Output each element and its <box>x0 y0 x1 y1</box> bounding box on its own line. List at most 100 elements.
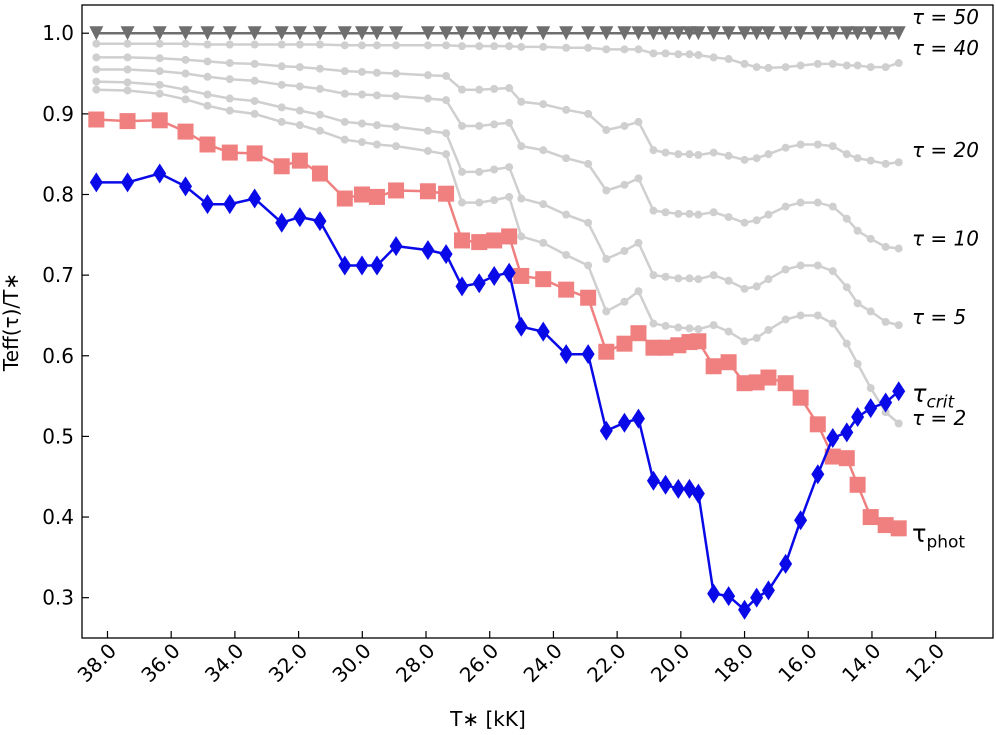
marker <box>340 41 349 50</box>
marker <box>442 96 451 105</box>
marker <box>295 106 304 115</box>
marker <box>738 599 752 620</box>
marker <box>620 45 629 54</box>
marker <box>151 112 168 129</box>
marker <box>313 211 327 232</box>
marker <box>558 281 575 298</box>
marker <box>389 26 404 41</box>
marker <box>685 324 694 333</box>
marker <box>661 272 670 281</box>
series <box>92 85 903 428</box>
marker <box>340 89 349 98</box>
marker <box>879 392 893 413</box>
marker <box>490 120 499 129</box>
marker <box>423 71 432 80</box>
marker <box>853 61 862 70</box>
marker <box>539 238 548 247</box>
marker <box>646 470 660 491</box>
y-tick-label: 0.3 <box>42 586 74 610</box>
marker <box>724 213 733 222</box>
marker <box>203 40 212 49</box>
marker <box>694 150 703 159</box>
series <box>92 65 903 253</box>
marker <box>487 26 502 41</box>
marker <box>155 54 164 63</box>
marker <box>661 321 670 330</box>
marker <box>490 196 499 205</box>
marker <box>674 323 683 332</box>
marker <box>617 26 632 41</box>
marker <box>694 325 703 334</box>
marker <box>842 61 851 70</box>
marker <box>392 142 401 151</box>
marker <box>119 113 136 130</box>
marker <box>486 232 503 249</box>
marker <box>752 154 761 163</box>
marker <box>295 40 304 49</box>
marker <box>475 42 484 51</box>
marker <box>92 85 101 94</box>
x-tick-label: 36.0 <box>136 639 184 687</box>
marker <box>828 142 837 151</box>
series <box>92 77 903 330</box>
marker <box>562 105 571 114</box>
marker <box>634 238 643 247</box>
x-tick-label: 32.0 <box>264 639 312 687</box>
marker <box>340 67 349 76</box>
marker <box>760 369 777 386</box>
marker <box>312 26 327 41</box>
marker <box>866 384 875 393</box>
marker <box>372 91 381 100</box>
marker <box>694 210 703 219</box>
marker <box>839 26 854 41</box>
marker <box>737 26 752 41</box>
y-tick-label: 0.6 <box>42 344 74 368</box>
marker <box>736 375 753 392</box>
marker <box>357 67 366 76</box>
marker <box>92 65 101 74</box>
marker <box>536 26 551 41</box>
marker <box>203 72 212 81</box>
marker <box>203 101 212 110</box>
marker <box>490 42 499 51</box>
marker <box>181 69 190 78</box>
marker <box>764 275 773 284</box>
marker <box>340 135 349 144</box>
marker <box>828 267 837 276</box>
marker <box>353 186 370 203</box>
marker <box>273 158 290 175</box>
marker <box>649 146 658 155</box>
marker <box>674 150 683 159</box>
marker <box>517 97 526 106</box>
marker <box>724 327 733 336</box>
x-tick-label: 38.0 <box>73 639 121 687</box>
plot-frame <box>81 4 994 639</box>
marker <box>796 261 805 270</box>
marker <box>796 61 805 70</box>
marker <box>295 63 304 72</box>
marker <box>881 159 890 168</box>
marker <box>539 200 548 209</box>
marker <box>828 319 837 328</box>
series <box>89 163 906 620</box>
marker <box>535 271 552 288</box>
marker <box>581 26 596 41</box>
marker <box>181 39 190 48</box>
marker <box>674 50 683 59</box>
marker <box>685 150 694 159</box>
marker <box>502 26 517 41</box>
y-tick-label: 0.4 <box>42 505 74 529</box>
marker <box>225 94 234 103</box>
marker <box>123 78 132 87</box>
marker <box>691 483 705 504</box>
marker <box>392 69 401 78</box>
marker <box>602 255 611 264</box>
marker <box>752 63 761 72</box>
marker <box>781 143 790 152</box>
marker <box>813 140 822 149</box>
marker <box>203 90 212 99</box>
marker <box>514 26 529 41</box>
marker <box>247 26 262 41</box>
marker <box>153 163 167 184</box>
